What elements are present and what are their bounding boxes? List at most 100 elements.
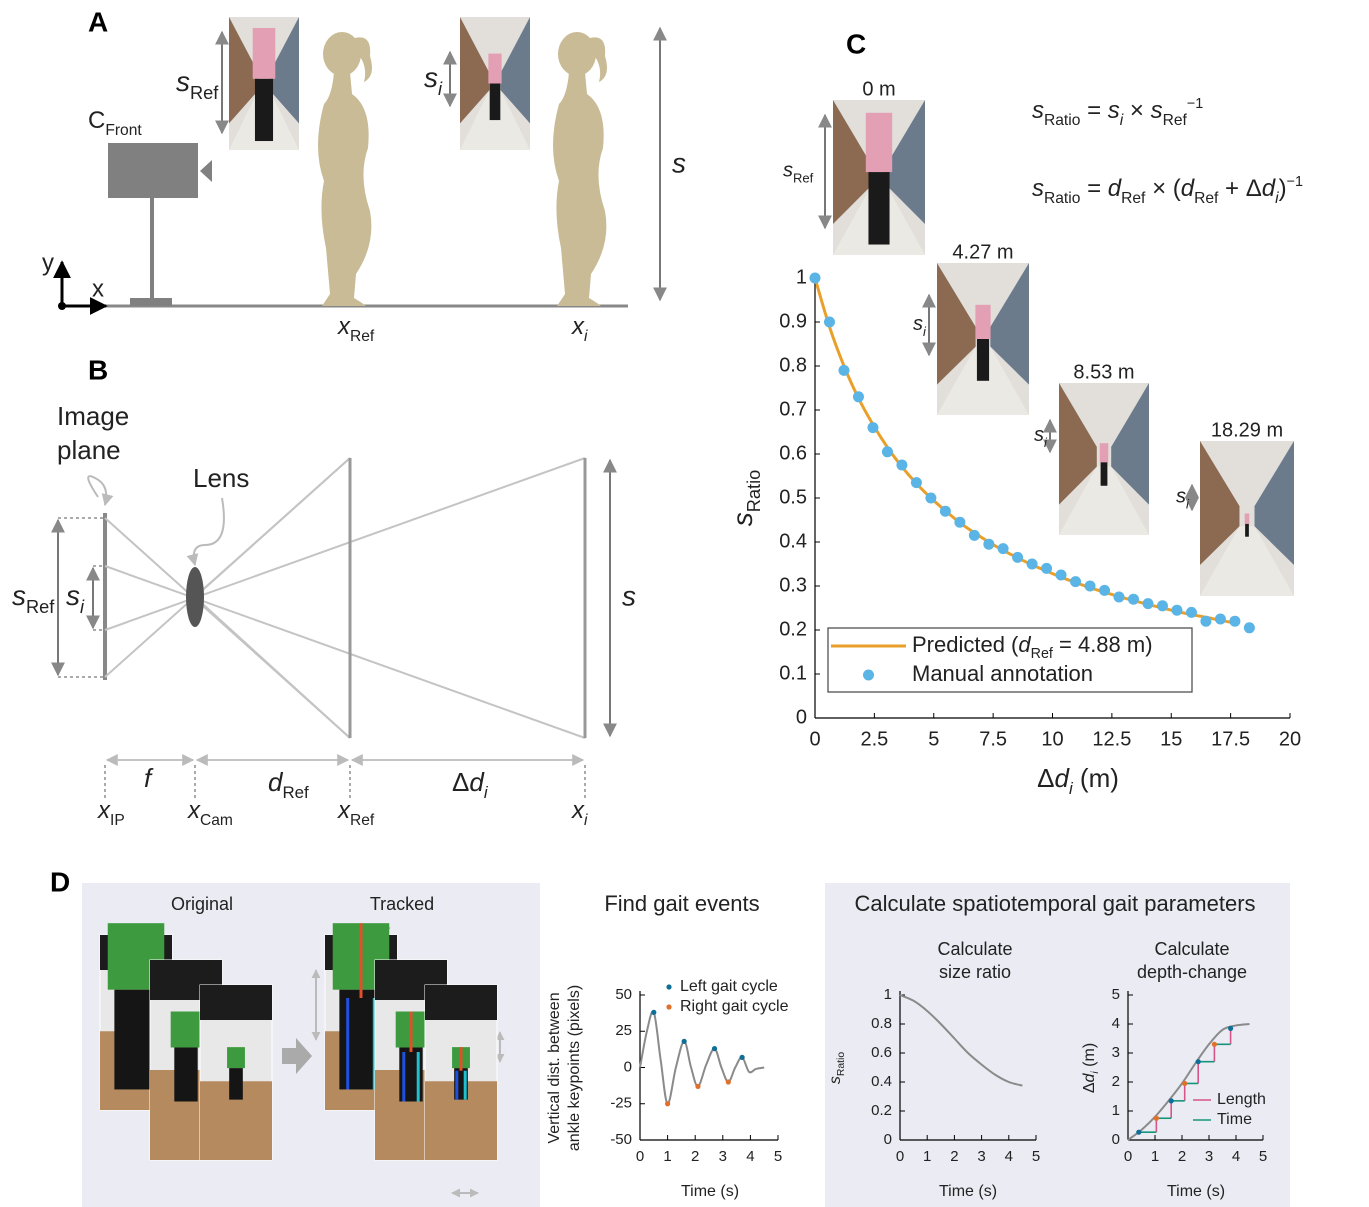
y-tick-label: 0.8: [871, 1015, 892, 1032]
label: sRef: [783, 160, 814, 186]
label-part: d: [1181, 175, 1195, 202]
label-part: =: [1080, 175, 1107, 202]
section-title: Calculate spatiotemporal gait parameters: [854, 891, 1255, 916]
label-part: Right gait cycle: [680, 998, 789, 1015]
y-tick-label: 0.5: [779, 486, 807, 508]
data-point: [867, 422, 878, 433]
camera-lens: [200, 160, 212, 182]
label: si: [66, 580, 85, 616]
label: sRef: [176, 66, 219, 102]
data-point: [838, 365, 849, 376]
label: sRatio = dRef × (dRef + Δdi)−1: [1032, 174, 1303, 207]
label-part: i: [923, 324, 927, 339]
distance-label: 18.29 m: [1211, 419, 1283, 441]
data-point: [911, 477, 922, 488]
label-part: = 4.88 m): [1053, 632, 1153, 657]
data-point: [651, 1010, 656, 1015]
photo: [1200, 441, 1294, 596]
distance-label: 8.53 m: [1073, 361, 1134, 383]
ceiling: [425, 985, 497, 1020]
x-tick-label: 7.5: [979, 728, 1007, 750]
label: xRef: [337, 797, 375, 828]
data-point: [1027, 559, 1038, 570]
x-tick-label: 2: [950, 1148, 958, 1165]
label-part: s: [913, 313, 923, 335]
x-tick-label: 2: [691, 1148, 699, 1165]
photo: [460, 17, 530, 150]
data-point: [1142, 598, 1153, 609]
label-part: Ref: [282, 783, 309, 802]
label-part: + Δ: [1218, 175, 1261, 202]
label-part: C: [88, 107, 105, 134]
x-tick-label: 2: [1178, 1148, 1186, 1165]
label: si: [1034, 424, 1048, 450]
label-part: IP: [110, 812, 125, 829]
panel-label: C: [846, 28, 866, 59]
data-point: [1171, 605, 1182, 616]
data-point: [998, 543, 1009, 554]
label-part: i: [584, 328, 588, 345]
data-point: [1169, 1098, 1174, 1103]
label: si: [1176, 486, 1190, 512]
legend-marker: [863, 670, 874, 681]
label: si: [913, 313, 927, 339]
label: Left gait cycle: [680, 978, 778, 995]
label: sRef: [12, 580, 55, 616]
data-point: [1157, 600, 1168, 611]
data-point: [740, 1055, 745, 1060]
label-part: i: [80, 597, 85, 617]
label-part: d: [1018, 632, 1031, 657]
person: [1245, 513, 1250, 523]
y-tick-label: 3: [1112, 1044, 1120, 1061]
y-tick-label: 0.3: [779, 574, 807, 596]
label: Time (s): [1167, 1183, 1225, 1200]
label-part: Left gait cycle: [680, 978, 778, 995]
label-part: x: [571, 313, 585, 340]
data-point: [1244, 622, 1255, 633]
data-point: [1215, 614, 1226, 625]
chart-title: depth-change: [1137, 962, 1247, 982]
person: [1245, 524, 1249, 537]
rays: [105, 458, 585, 738]
x-tick-label: 0: [636, 1148, 644, 1165]
label: Time: [1217, 1111, 1252, 1128]
label: xIP: [97, 797, 125, 828]
y-tick-label: 0.8: [779, 354, 807, 376]
y-tick-label: 0.4: [779, 530, 807, 552]
data-point: [1182, 1081, 1187, 1086]
data-point: [810, 273, 821, 284]
label-part: Manual annotation: [912, 661, 1093, 686]
label-part: −1: [1287, 174, 1303, 190]
camera-base: [130, 298, 172, 306]
data-point: [983, 539, 994, 550]
label-part: i: [1044, 435, 1048, 450]
label-part: s: [1034, 424, 1044, 446]
y-tick-label: -25: [610, 1095, 632, 1112]
label-part: Ref: [350, 328, 375, 345]
panel-label: D: [50, 866, 70, 897]
x-tick-label: 10: [1041, 728, 1063, 750]
section-label: Tracked: [370, 894, 434, 914]
label-part: (m): [1081, 1043, 1098, 1071]
label-part: s: [727, 512, 758, 526]
y-axis-label: ankle keypoints (pixels): [566, 985, 583, 1151]
axis-label: x: [92, 275, 104, 302]
person: [977, 339, 989, 381]
y-tick-label: 50: [615, 986, 632, 1003]
y-tick-label: 0.7: [779, 398, 807, 420]
label-part: s: [424, 62, 438, 93]
person: [253, 28, 276, 79]
legs: [229, 1068, 243, 1100]
label: f: [144, 763, 154, 793]
y-tick-label: 0.1: [779, 662, 807, 684]
legs: [174, 1048, 197, 1102]
label-part: s: [783, 160, 793, 182]
label-part: i: [484, 783, 489, 802]
person: [488, 54, 501, 84]
label-part: x: [337, 797, 351, 824]
legend-marker: [666, 984, 671, 989]
label-part: Time: [1217, 1111, 1252, 1128]
x-tick-label: 3: [1205, 1148, 1213, 1165]
data-point: [1041, 563, 1052, 574]
x-tick-label: 5: [774, 1148, 782, 1165]
